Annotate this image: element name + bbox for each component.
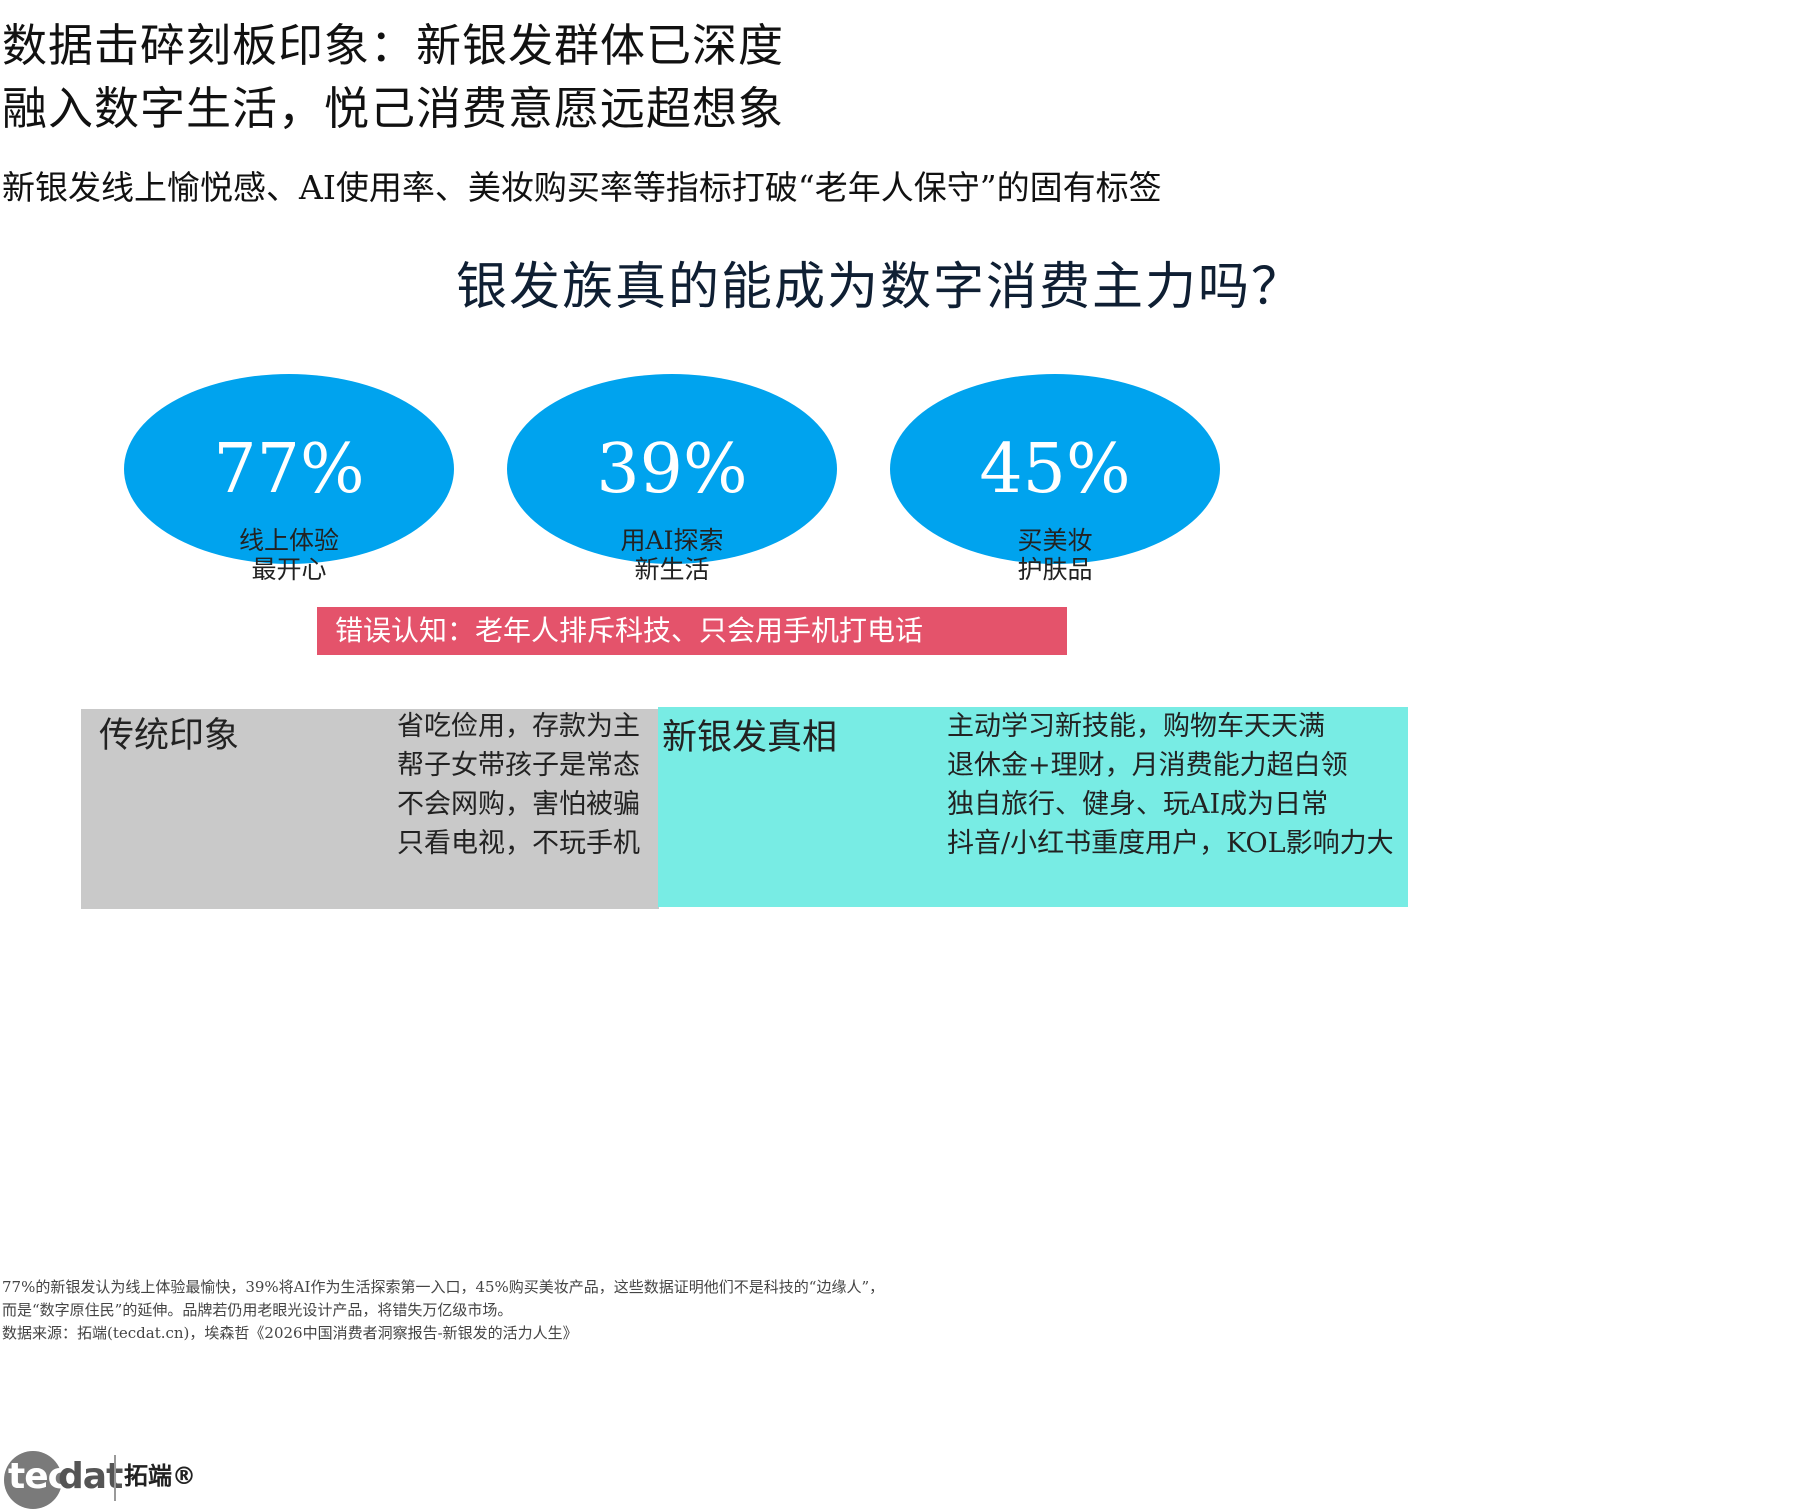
- stat-circle-ai-usage: 39% 用AI探索 新生活: [507, 374, 837, 584]
- misconception-banner: 错误认知：老年人排斥科技、只会用手机打电话: [317, 607, 1067, 655]
- logo-text-dat: dat: [58, 1456, 123, 1497]
- traditional-impression-panel: 传统印象 省吃俭用，存款为主 帮子女带孩子是常态 不会网购，害怕被骗 只看电视，…: [81, 709, 659, 909]
- logo-circle-icon: [4, 1451, 62, 1509]
- headline-line-2: 融入数字生活，悦己消费意愿远超想象: [2, 82, 785, 135]
- list-item: 不会网购，害怕被骗: [397, 789, 640, 820]
- list-item: 独自旅行、健身、玩AI成为日常: [947, 789, 1329, 820]
- stat-label: 线上体验 最开心: [238, 526, 339, 584]
- list-item: 主动学习新技能，购物车天天满: [947, 711, 1325, 742]
- reality-title: 新银发真相: [662, 718, 838, 758]
- stat-label: 用AI探索 新生活: [620, 526, 724, 584]
- logo-divider: [114, 1455, 116, 1501]
- list-item: 帮子女带孩子是常态: [397, 750, 640, 781]
- stat-value: 39%: [596, 430, 748, 509]
- list-item: 省吃俭用，存款为主: [397, 711, 640, 742]
- central-question: 银发族真的能成为数字消费主力吗？: [455, 258, 1304, 317]
- footnotes: 77%的新银发认为线上体验最愉快，39%将AI作为生活探索第一入口，45%购买美…: [2, 1276, 884, 1345]
- logo-text-chinese: 拓端®: [124, 1462, 196, 1490]
- reality-list: 主动学习新技能，购物车天天满 退休金+理财，月消费能力超白领 独自旅行、健身、玩…: [947, 707, 1394, 863]
- reality-panel: 新银发真相 主动学习新技能，购物车天天满 退休金+理财，月消费能力超白领 独自旅…: [658, 707, 1408, 907]
- list-item: 只看电视，不玩手机: [397, 828, 640, 859]
- traditional-title: 传统印象: [99, 716, 240, 756]
- stat-circle-online-joy: 77% 线上体验 最开心: [124, 374, 454, 584]
- headline-line-1: 数据击碎刻板印象：新银发群体已深度: [2, 19, 785, 72]
- footnote-line-2: 而是“数字原住民”的延伸。品牌若仍用老眼光设计产品，将错失万亿级市场。: [2, 1301, 513, 1319]
- data-source: 数据来源：拓端(tecdat.cn)，埃森哲《2026中国消费者洞察报告-新银发…: [2, 1324, 578, 1342]
- traditional-list: 省吃俭用，存款为主 帮子女带孩子是常态 不会网购，害怕被骗 只看电视，不玩手机: [397, 707, 640, 863]
- headline: 数据击碎刻板印象：新银发群体已深度 融入数字生活，悦己消费意愿远超想象: [2, 14, 784, 140]
- stat-label: 买美妆 护肤品: [1017, 526, 1093, 584]
- tecdat-logo: tec dat 拓端®: [2, 1447, 202, 1509]
- logo-text-tec: tec: [8, 1456, 69, 1497]
- misconception-text: 错误认知：老年人排斥科技、只会用手机打电话: [335, 614, 924, 647]
- subheadline: 新银发线上愉悦感、AI使用率、美妆购买率等指标打破“老年人保守”的固有标签: [2, 168, 1162, 207]
- list-item: 抖音/小红书重度用户，KOL影响力大: [947, 828, 1394, 859]
- footnote-line-1: 77%的新银发认为线上体验最愉快，39%将AI作为生活探索第一入口，45%购买美…: [2, 1278, 885, 1296]
- list-item: 退休金+理财，月消费能力超白领: [947, 750, 1348, 781]
- stat-value: 45%: [979, 430, 1131, 509]
- stat-value: 77%: [213, 430, 365, 509]
- stat-circle-beauty-purchase: 45% 买美妆 护肤品: [890, 374, 1220, 584]
